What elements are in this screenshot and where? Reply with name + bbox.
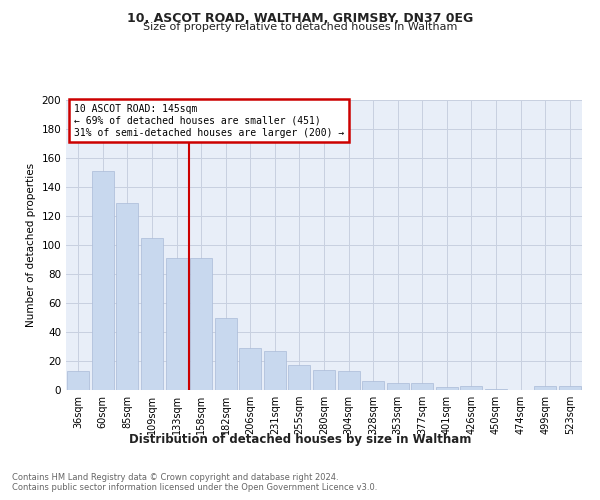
- Bar: [534, 386, 556, 390]
- Bar: [289, 366, 310, 390]
- Bar: [411, 383, 433, 390]
- Bar: [485, 388, 507, 390]
- Text: Distribution of detached houses by size in Waltham: Distribution of detached houses by size …: [129, 432, 471, 446]
- Text: Size of property relative to detached houses in Waltham: Size of property relative to detached ho…: [143, 22, 457, 32]
- Bar: [215, 318, 237, 390]
- Bar: [386, 383, 409, 390]
- Bar: [362, 382, 384, 390]
- Bar: [313, 370, 335, 390]
- Text: 10, ASCOT ROAD, WALTHAM, GRIMSBY, DN37 0EG: 10, ASCOT ROAD, WALTHAM, GRIMSBY, DN37 0…: [127, 12, 473, 26]
- Text: 10 ASCOT ROAD: 145sqm
← 69% of detached houses are smaller (451)
31% of semi-det: 10 ASCOT ROAD: 145sqm ← 69% of detached …: [74, 104, 344, 138]
- Y-axis label: Number of detached properties: Number of detached properties: [26, 163, 36, 327]
- Bar: [116, 203, 139, 390]
- Text: Contains public sector information licensed under the Open Government Licence v3: Contains public sector information licen…: [12, 482, 377, 492]
- Bar: [460, 386, 482, 390]
- Bar: [239, 348, 262, 390]
- Bar: [190, 258, 212, 390]
- Bar: [92, 171, 114, 390]
- Bar: [436, 387, 458, 390]
- Bar: [141, 238, 163, 390]
- Bar: [559, 386, 581, 390]
- Bar: [166, 258, 188, 390]
- Text: Contains HM Land Registry data © Crown copyright and database right 2024.: Contains HM Land Registry data © Crown c…: [12, 472, 338, 482]
- Bar: [338, 371, 359, 390]
- Bar: [67, 371, 89, 390]
- Bar: [264, 351, 286, 390]
